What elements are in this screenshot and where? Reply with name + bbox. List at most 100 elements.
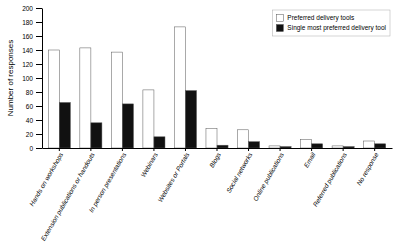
bar <box>174 27 185 148</box>
y-tick-mark <box>36 78 42 79</box>
y-axis-title: Number of responses <box>6 40 15 116</box>
x-tick-label: Email <box>302 151 316 169</box>
x-tick: Online publications <box>252 148 287 203</box>
x-tick: No response <box>355 148 381 187</box>
bar <box>143 90 154 148</box>
bar <box>364 141 375 148</box>
bar <box>91 123 102 148</box>
y-tick-label: 20 <box>26 131 34 138</box>
bar <box>80 48 91 148</box>
x-tick-label: Webinars <box>139 150 159 178</box>
x-tick-mark <box>217 148 218 151</box>
y-tick-label: 140 <box>22 47 33 54</box>
y-tick-mark <box>36 120 42 121</box>
y-tick-label: 40 <box>26 117 34 124</box>
y-tick-mark <box>36 64 42 65</box>
legend-label: Preferred delivery tools <box>287 14 355 22</box>
x-tick: Social networks <box>225 148 254 194</box>
x-tick-mark <box>343 148 344 151</box>
y-axis-line <box>42 9 43 149</box>
y-tick-mark <box>36 106 42 107</box>
y-tick-mark <box>36 36 42 37</box>
bar <box>111 52 122 148</box>
x-tick-mark <box>185 148 186 151</box>
y-axis: 0 20 40 60 80 100 120 140 160 180 200 <box>22 5 42 152</box>
x-tick-mark <box>122 148 123 151</box>
x-tick: Email <box>302 148 316 169</box>
x-tick: Webinars <box>139 148 159 178</box>
bar <box>343 147 354 148</box>
x-tick-mark <box>280 148 281 151</box>
x-tick-label: Blogs <box>208 150 223 169</box>
x-tick-label: Online publications <box>252 151 287 203</box>
legend-swatch <box>276 15 283 22</box>
x-tick-label: In person presentations <box>87 150 128 213</box>
bar <box>312 144 323 148</box>
x-tick-mark <box>311 148 312 151</box>
bars <box>48 27 385 148</box>
y-tick-mark <box>36 134 42 135</box>
y-tick: 180 <box>22 19 42 26</box>
x-tick: In person presentations <box>87 148 128 214</box>
y-tick-label: 120 <box>22 61 33 68</box>
y-tick-label: 100 <box>22 75 33 82</box>
chart-container: Hands on workshopsExtension publications… <box>0 0 400 247</box>
y-tick-mark <box>36 148 42 149</box>
x-tick-label: No response <box>355 151 381 187</box>
legend-label: Single most preferred delivery tool <box>287 24 386 32</box>
x-tick: Extension publications or handouts <box>39 148 97 242</box>
x-tick: Blogs <box>208 148 223 169</box>
bar <box>48 50 59 148</box>
y-tick-label: 80 <box>26 89 34 96</box>
bar <box>332 146 343 148</box>
bar <box>249 142 260 148</box>
x-tick-mark <box>90 148 91 151</box>
y-tick: 80 <box>26 89 42 96</box>
bar <box>59 103 70 149</box>
y-tick: 120 <box>22 61 42 68</box>
y-tick: 20 <box>26 131 42 138</box>
bar <box>217 145 228 148</box>
x-tick-mark <box>59 148 60 151</box>
y-tick-label: 180 <box>22 19 33 26</box>
plot: Hands on workshopsExtension publications… <box>22 5 392 243</box>
bar <box>237 130 248 148</box>
bar <box>206 128 217 148</box>
bar <box>280 147 291 148</box>
bar-series <box>48 27 374 148</box>
bar <box>301 140 312 148</box>
y-tick: 0 <box>29 145 42 152</box>
x-tick-label: Extension publications or handouts <box>39 151 97 243</box>
x-tick: Websites or Portals <box>156 148 191 203</box>
x-tick: Hands on workshops <box>28 148 66 208</box>
y-tick-label: 160 <box>22 33 33 40</box>
x-tick-mark <box>248 148 249 151</box>
y-tick: 40 <box>26 117 42 124</box>
y-tick-mark <box>36 92 42 93</box>
y-tick: 200 <box>22 5 42 12</box>
legend-item: Single most preferred delivery tool <box>276 24 386 32</box>
y-tick-label: 200 <box>22 5 33 12</box>
bar <box>375 144 386 148</box>
y-tick: 160 <box>22 33 42 40</box>
x-axis: Hands on workshopsExtension publications… <box>28 148 393 242</box>
chart-svg: Hands on workshopsExtension publications… <box>0 0 400 247</box>
y-tick-mark <box>36 22 42 23</box>
bar-series <box>59 91 385 148</box>
y-tick-mark <box>36 50 42 51</box>
y-tick-mark <box>36 8 42 9</box>
x-tick: Referred publications <box>311 148 349 208</box>
legend-item: Preferred delivery tools <box>276 14 355 22</box>
y-tick: 60 <box>26 103 42 110</box>
y-tick-label: 0 <box>29 145 33 152</box>
x-tick-mark <box>374 148 375 151</box>
legend: Preferred delivery tools Single most pref… <box>272 10 390 36</box>
y-tick: 140 <box>22 47 42 54</box>
bar <box>154 137 165 148</box>
bar <box>122 104 133 148</box>
x-tick-label: Referred publications <box>311 151 349 209</box>
x-tick-mark <box>153 148 154 151</box>
legend-frame <box>272 10 390 36</box>
x-tick-label: Hands on workshops <box>28 150 66 207</box>
bar <box>269 146 280 148</box>
